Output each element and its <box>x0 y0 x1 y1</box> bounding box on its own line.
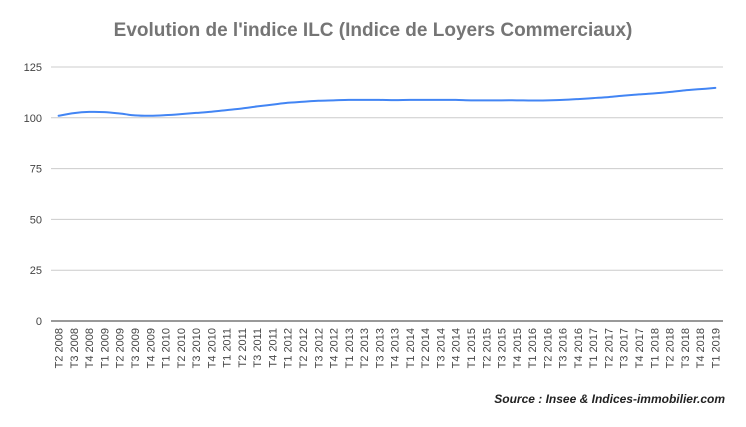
x-tick-label: T3 2009 <box>130 328 142 368</box>
x-tick-label: T4 2013 <box>390 328 402 368</box>
x-tick-label: T1 2016 <box>527 328 539 368</box>
x-tick-label: T2 2010 <box>176 328 188 368</box>
x-tick-label: T3 2013 <box>374 328 386 368</box>
x-tick-label: T4 2008 <box>84 328 96 368</box>
x-tick-label: T4 2014 <box>451 328 463 368</box>
x-tick-label: T2 2008 <box>54 328 66 368</box>
x-tick-label: T1 2009 <box>99 328 111 368</box>
x-tick-label: T3 2016 <box>558 328 570 368</box>
x-tick-label: T2 2016 <box>542 328 554 368</box>
x-tick-label: T4 2017 <box>634 328 646 368</box>
x-tick-label: T3 2017 <box>619 328 631 368</box>
series-layer <box>57 86 717 117</box>
x-tick-label: T2 2018 <box>665 328 677 368</box>
x-tick-label: T1 2011 <box>222 328 234 368</box>
x-tick-label: T1 2017 <box>588 328 600 368</box>
y-tick-label: 0 <box>36 316 42 328</box>
source-note: Source : Insee & Indices-immobilier.com <box>494 392 725 406</box>
x-axis: T2 2008 T3 2008 T4 2008 T1 2009 T2 2009 T3 20… <box>54 328 723 368</box>
x-tick-label: T4 2016 <box>573 328 585 368</box>
y-tick-label: 50 <box>30 214 42 226</box>
x-tick-label: T3 2011 <box>252 328 264 368</box>
x-tick-label: T4 2018 <box>695 328 707 368</box>
x-tick-label: T3 2008 <box>69 328 81 368</box>
x-tick-label: T3 2014 <box>435 328 447 368</box>
x-tick-label: T1 2014 <box>405 328 417 368</box>
series-line <box>57 86 717 117</box>
y-tick-label: 125 <box>24 62 42 74</box>
x-tick-label: T3 2015 <box>497 328 509 368</box>
x-tick-label: T1 2018 <box>649 328 661 368</box>
x-tick-label: T2 2012 <box>298 328 310 368</box>
x-tick-label: T1 2010 <box>161 328 173 368</box>
x-tick-label: T1 2013 <box>344 328 356 368</box>
chart-title: Evolution de l'indice ILC (Indice de Loy… <box>113 20 633 41</box>
x-tick-label: T2 2015 <box>481 328 493 368</box>
x-tick-label: T4 2011 <box>267 328 279 368</box>
gridlines <box>51 66 723 322</box>
x-tick-label: T2 2013 <box>359 328 371 368</box>
y-axis: 0 25 50 75 100 125 <box>24 62 42 328</box>
x-tick-label: T2 2014 <box>420 328 432 368</box>
x-tick-label: T2 2009 <box>115 328 127 368</box>
x-tick-label: T1 2019 <box>710 328 722 368</box>
y-tick-label: 75 <box>30 164 42 176</box>
x-tick-label: T4 2009 <box>145 328 157 368</box>
x-tick-label: T4 2010 <box>206 328 218 368</box>
x-tick-label: T4 2015 <box>512 328 524 368</box>
x-tick-label: T3 2018 <box>680 328 692 368</box>
x-tick-label: T3 2010 <box>191 328 203 368</box>
x-tick-label: T4 2012 <box>329 328 341 368</box>
x-tick-label: T1 2012 <box>283 328 295 368</box>
y-tick-label: 100 <box>24 113 42 125</box>
x-tick-label: T2 2011 <box>237 328 249 368</box>
x-tick-label: T3 2012 <box>313 328 325 368</box>
x-tick-label: T2 2017 <box>603 328 615 368</box>
x-tick-label: T1 2015 <box>466 328 478 368</box>
y-tick-label: 25 <box>30 265 42 277</box>
